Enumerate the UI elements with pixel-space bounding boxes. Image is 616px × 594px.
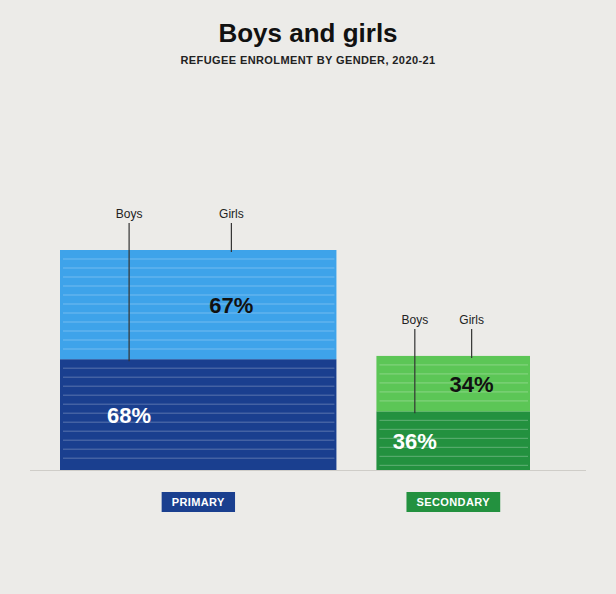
book-edge [63, 422, 334, 423]
series-label: Girls [219, 207, 244, 221]
leader-line [129, 223, 130, 361]
background [0, 0, 616, 594]
book-edge [63, 449, 334, 450]
book-edge [63, 259, 334, 260]
leader-line [231, 223, 232, 252]
series-label: Boys [116, 207, 143, 221]
book-edge [63, 368, 334, 369]
data-label: 34% [450, 372, 494, 397]
book-edge [63, 413, 334, 414]
book-edge [63, 458, 334, 459]
leader-line [414, 329, 415, 413]
book-edge [63, 304, 334, 305]
book-edge [63, 404, 334, 405]
book-edge [379, 420, 528, 421]
book-edge [63, 295, 334, 296]
floor [30, 470, 586, 471]
labels: Boys 68% Girls 67% PRIMARY Boys 36% Girls 34% SEC… [107, 207, 500, 512]
chart-container: Boys and girls REFUGEE ENROLMENT BY GENDE… [0, 0, 616, 594]
data-label: 67% [209, 293, 253, 318]
book-stack [60, 250, 336, 359]
book-edge [63, 377, 334, 378]
data-label: 68% [107, 403, 151, 428]
book-edge [63, 268, 334, 269]
book-stack [376, 356, 530, 411]
series-label: Boys [401, 313, 428, 327]
book-edge [63, 349, 334, 350]
book-edge [63, 386, 334, 387]
book-edge [63, 331, 334, 332]
book-edge [63, 340, 334, 341]
category-box [406, 492, 500, 512]
book-edge [63, 322, 334, 323]
leader-line [471, 329, 472, 358]
book-edge [379, 456, 528, 457]
book-edge [63, 431, 334, 432]
subtitle: REFUGEE ENROLMENT BY GENDER, 2020-21 [180, 54, 435, 66]
book-edge [379, 400, 528, 401]
marks [60, 250, 530, 470]
book-edge [379, 364, 528, 365]
category-label: PRIMARY [172, 496, 225, 508]
book-edge [63, 277, 334, 278]
book-stack [60, 359, 336, 470]
book-edge [63, 313, 334, 314]
category-label: SECONDARY [416, 496, 490, 508]
book-edge [379, 465, 528, 466]
data-label: 36% [393, 429, 437, 454]
title: Boys and girls [218, 18, 397, 48]
book-edge [63, 286, 334, 287]
book-edge [63, 395, 334, 396]
book-stack [376, 411, 530, 470]
category-box [162, 492, 235, 512]
book-edge [63, 440, 334, 441]
series-label: Girls [459, 313, 484, 327]
chart-svg: Boys and girls REFUGEE ENROLMENT BY GENDE… [0, 0, 616, 594]
